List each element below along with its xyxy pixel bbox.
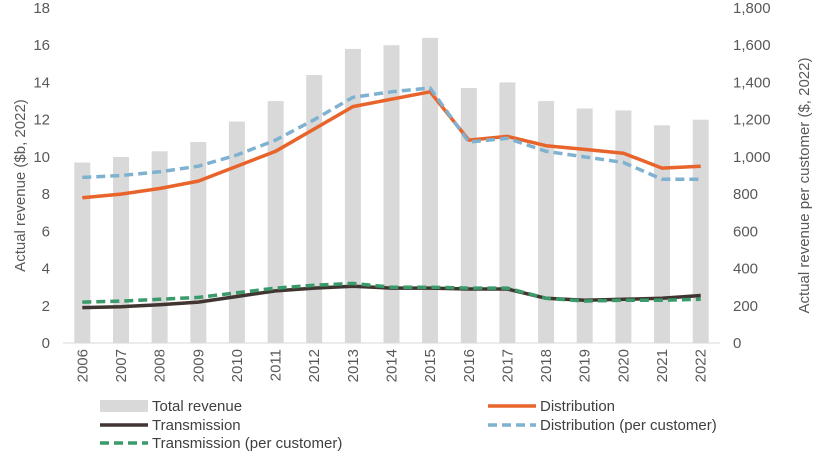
x-tick-label: 2021 — [654, 349, 671, 382]
y2-tick-label: 1,600 — [733, 37, 771, 54]
x-tick-label: 2007 — [113, 349, 130, 382]
bar-total-revenue-2012 — [306, 75, 323, 343]
x-tick-label: 2011 — [268, 349, 285, 381]
line-series — [82, 86, 701, 310]
y-tick-label: 6 — [42, 223, 50, 240]
bar-total-revenue-2010 — [228, 121, 245, 343]
bar-total-revenue-2011 — [267, 101, 284, 343]
bar-total-revenue-2013 — [344, 48, 361, 344]
y-tick-label: 14 — [33, 74, 50, 91]
x-tick-label: 2017 — [499, 349, 516, 382]
x-tick-label: 2019 — [577, 349, 594, 382]
y-axis-right-ticks: 0 200 400 600 800 1,000 1,200 1,400 1,600 1,800 — [733, 0, 771, 352]
x-tick-label: 2010 — [229, 349, 246, 382]
line-distribution — [82, 90, 701, 200]
y-tick-label: 18 — [33, 0, 50, 17]
x-axis-ticks: 2006 2007 2008 2009 2010 2011 2012 2013 2014 2015… — [74, 349, 709, 382]
legend-label-distribution: Distribution — [540, 398, 615, 415]
y2-tick-label: 1,200 — [733, 112, 771, 129]
line-transmission-per-customer — [82, 281, 701, 304]
x-tick-label: 2020 — [615, 349, 632, 382]
bar-total-revenue-2021 — [654, 125, 670, 343]
y-axis-left-title: Actual revenue ($b, 2022) — [12, 99, 29, 272]
y-tick-label: 2 — [42, 298, 50, 315]
y-tick-label: 4 — [42, 261, 50, 278]
bar-total-revenue-2018 — [538, 101, 555, 343]
y2-tick-label: 1,000 — [733, 149, 771, 166]
bar-total-revenue-2020 — [615, 110, 632, 344]
legend-label-total-revenue: Total revenue — [152, 398, 242, 415]
legend-swatch-total-revenue — [100, 400, 148, 412]
bar-total-revenue-2022 — [692, 119, 709, 343]
bar-series — [74, 37, 709, 344]
bar-total-revenue-2008 — [151, 151, 168, 343]
legend-label-transmission-per-customer: Transmission (per customer) — [152, 435, 342, 452]
line-distribution-per-customer — [82, 86, 701, 181]
x-tick-label: 2008 — [152, 349, 169, 382]
y-tick-label: 16 — [33, 37, 50, 54]
x-tick-label: 2022 — [693, 349, 710, 382]
x-tick-label: 2018 — [538, 349, 555, 382]
y2-tick-label: 600 — [733, 223, 758, 240]
y2-tick-label: 1,400 — [733, 74, 771, 91]
y-tick-label: 8 — [42, 186, 50, 203]
x-tick-label: 2009 — [190, 349, 207, 382]
legend-label-transmission: Transmission — [152, 417, 241, 434]
y-tick-label: 0 — [42, 335, 50, 352]
bar-total-revenue-2006 — [74, 162, 91, 343]
y2-tick-label: 800 — [733, 186, 758, 203]
legend-label-distribution-per-customer: Distribution (per customer) — [540, 417, 717, 434]
x-tick-label: 2006 — [74, 349, 91, 382]
x-tick-label: 2015 — [422, 349, 439, 382]
bar-total-revenue-2016 — [460, 88, 477, 343]
x-tick-label: 2014 — [384, 349, 401, 382]
y2-tick-label: 200 — [733, 298, 758, 315]
bar-total-revenue-2009 — [190, 142, 207, 343]
bar-total-revenue-2007 — [113, 156, 129, 343]
y-tick-label: 10 — [33, 149, 50, 166]
y-axis-left-ticks: 0 2 4 6 8 10 12 14 16 18 — [33, 0, 50, 352]
y2-tick-label: 400 — [733, 261, 758, 278]
bar-total-revenue-2017 — [499, 82, 516, 344]
bar-total-revenue-2015 — [422, 37, 439, 344]
x-tick-label: 2013 — [345, 349, 362, 382]
y2-tick-label: 0 — [733, 335, 741, 352]
bar-total-revenue-2014 — [383, 45, 400, 343]
x-tick-label: 2012 — [306, 349, 323, 382]
y-axis-right-title: Actual revenue per customer ($, 2022) — [796, 58, 813, 314]
y2-tick-label: 1,800 — [733, 0, 771, 17]
legend: Total revenue Distribution Transmission Dis… — [100, 398, 717, 452]
y-tick-label: 12 — [33, 112, 50, 129]
x-tick-label: 2016 — [461, 349, 478, 382]
bar-total-revenue-2019 — [576, 108, 593, 343]
